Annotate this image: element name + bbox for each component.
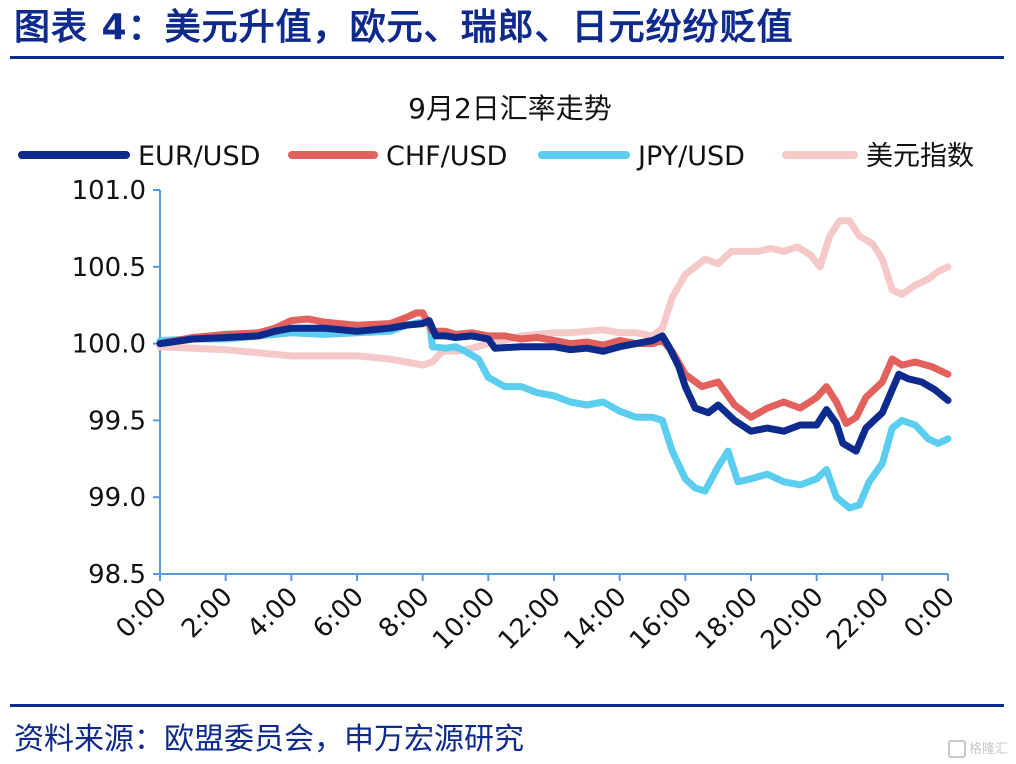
figure-title: 图表 4：美元升值，欧元、瑞郎、日元纷纷贬值 (14, 7, 794, 48)
y-tick-label: 100.0 (72, 330, 146, 360)
source-divider (10, 704, 1004, 707)
y-tick-label: 100.5 (72, 253, 146, 283)
x-tick-label: 22:00 (821, 582, 895, 656)
x-tick-label: 16:00 (624, 582, 698, 656)
series-line-1 (156, 317, 952, 455)
x-tick-label: 0:00 (110, 582, 173, 645)
y-tick-label: 101.0 (72, 176, 146, 206)
watermark-text: 格隆汇 (968, 741, 1008, 757)
legend-label-4: 美元指数 (866, 141, 974, 172)
exchange-rate-chart: 9月2日汇率走势 EUR/USD CHF/USD JPY/USD 美元指数 101.0… (18, 92, 974, 656)
watermark-logo-icon (947, 740, 966, 758)
series-layer (156, 217, 952, 512)
x-tick-label: 14:00 (558, 582, 632, 656)
source-note: 资料来源：欧盟委员会，申万宏源研究 (14, 722, 524, 757)
x-tick-label: 18:00 (690, 582, 764, 656)
y-tick-label: 99.5 (88, 406, 146, 436)
y-tick-label: 98.5 (88, 560, 146, 590)
watermark: 格隆汇 (947, 738, 1008, 758)
legend-label-3: JPY/USD (636, 141, 745, 172)
legend: EUR/USD CHF/USD JPY/USD 美元指数 (18, 141, 974, 172)
x-tick-label: 6:00 (307, 582, 370, 645)
x-tick-label: 2:00 (176, 582, 239, 645)
legend-label-2: CHF/USD (386, 141, 507, 172)
x-tick-label: 10:00 (427, 582, 501, 656)
x-tick-label: 12:00 (493, 582, 567, 656)
series-line-2 (156, 309, 952, 427)
x-tick-label: 4:00 (242, 582, 305, 645)
legend-label-1: EUR/USD (138, 141, 260, 172)
series-line-4 (156, 217, 952, 369)
x-tick-label: 20:00 (755, 582, 829, 656)
title-divider (10, 56, 1004, 59)
y-tick-label: 99.0 (88, 483, 146, 513)
x-tick-label: 0:00 (898, 582, 961, 645)
chart-title: 9月2日汇率走势 (408, 92, 612, 125)
